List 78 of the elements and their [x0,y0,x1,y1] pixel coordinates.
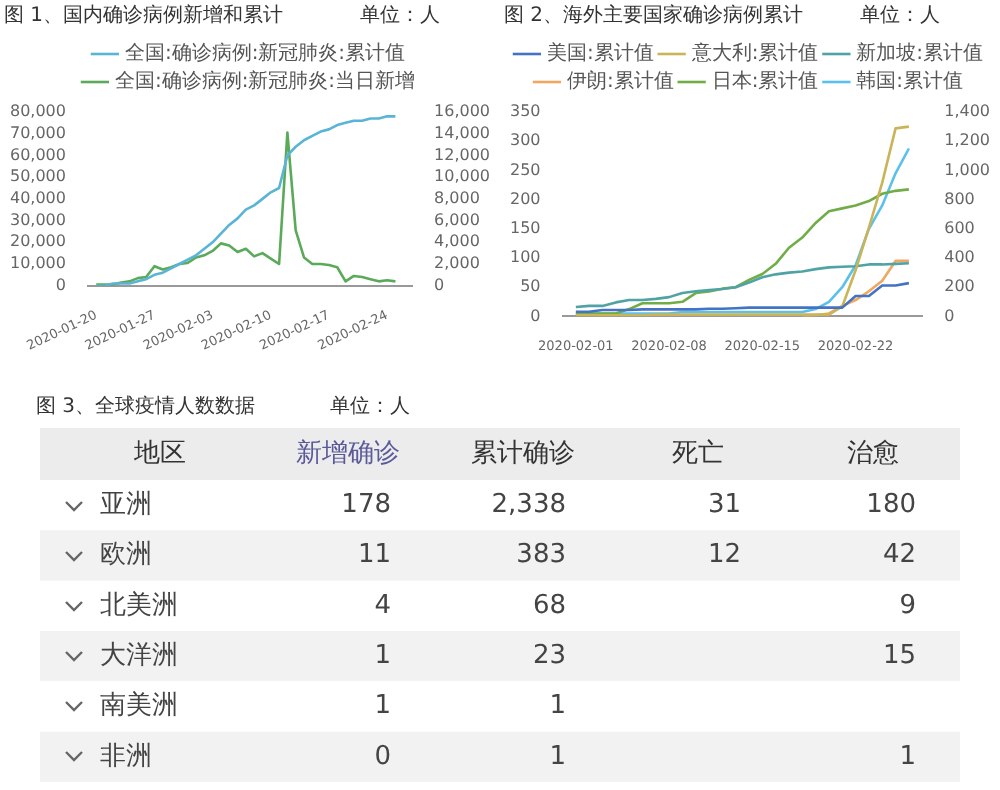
y2-tick-label: 10,000 [434,167,491,186]
data-label: 2,338 [491,489,566,520]
text: 单位：人 [860,3,940,28]
y-tick-label: 300 [509,131,541,150]
y-tick-label: 欧洲 [100,540,152,571]
y-tick-label: 0 [55,275,66,294]
y-tick-label: 南美洲 [100,689,178,722]
y-tick-label: 80,000 [9,102,66,121]
y2-tick-label: 8,000 [434,189,480,208]
data-label: 1 [374,691,391,722]
data-label: 12 [707,540,741,571]
y2-tick-label: 800 [944,189,975,208]
data-label: 11 [357,540,391,571]
chart-title: 图 1、国内确诊病例新增和累计 [4,3,284,28]
data-label: 9 [899,590,916,621]
legend-label: 全国:确诊病例:新冠肺炎:当日新增 [114,69,416,94]
x-tick-label: 累计确诊 [470,438,575,469]
y2-tick-label: 1,000 [944,160,991,179]
y2-tick-label: 1,200 [944,131,991,150]
y-tick-label: 60,000 [9,145,66,164]
legend-label: 韩国:累计值 [856,69,964,94]
text: 单位：人 [360,3,440,28]
legend-label: 美国:累计值 [546,41,654,66]
y2-tick-label: 16,000 [434,102,491,121]
y-axis-title: 地区 [132,438,186,469]
chart-title: 图 2、海外主要国家确诊病例累计 [504,3,804,28]
y-tick-label: 250 [509,160,541,179]
data-label: 1 [549,691,566,722]
x-tick-label: 治愈 [846,438,899,469]
data-label: 4 [374,590,391,621]
y-tick-label: 0 [530,306,541,325]
x-tick-label: 新增确诊 [295,438,400,469]
x-tick-label: 死亡 [671,436,724,469]
y-tick-label: 70,000 [9,123,66,142]
y-tick-label: 40,000 [9,189,66,208]
y2-tick-label: 600 [944,218,975,237]
y-tick-label: 10,000 [9,254,66,273]
text: 单位：人 [330,396,410,420]
legend-label: 全国:确诊病例:新冠肺炎:累计值 [124,41,406,66]
y-tick-label: 50 [520,277,541,296]
y2-tick-label: 0 [434,275,445,294]
data-label: 68 [532,590,566,621]
y-tick-label: 50,000 [9,167,66,186]
data-label: 0 [374,741,391,772]
y-tick-label: 100 [509,248,541,267]
data-label: 15 [882,640,916,671]
data-label: 180 [866,489,916,520]
legend-label: 意大利:累计值 [689,41,819,66]
data-label: 31 [707,489,741,520]
y-tick-label: 200 [509,189,541,208]
data-label: 1 [899,741,916,772]
y2-tick-label: 200 [944,277,975,296]
data-label: 1 [374,640,391,671]
y-tick-label: 20,000 [9,232,66,251]
y2-tick-label: 0 [944,306,955,325]
y-tick-label: 非洲 [100,741,152,772]
y-tick-label: 亚洲 [100,489,152,520]
y2-tick-label: 12,000 [434,145,491,164]
legend-label: 伊朗:累计值 [566,69,674,94]
y-tick-label: 大洋洲 [100,640,178,671]
y-tick-label: 350 [509,102,541,121]
y2-tick-label: 2,000 [434,254,480,273]
y-tick-label: 北美洲 [100,588,178,621]
chart-title: 图 3、全球疫情人数数据 [36,396,256,420]
y2-tick-label: 400 [944,248,975,267]
data-label: 42 [882,540,916,571]
data-label: 178 [341,489,391,520]
legend-label: 日本:累计值 [711,69,819,94]
y2-tick-label: 4,000 [434,232,480,251]
y2-tick-label: 1,400 [944,102,991,121]
y2-tick-label: 14,000 [434,123,491,142]
y-tick-label: 30,000 [9,210,66,229]
y2-tick-label: 6,000 [434,210,480,229]
data-label: 1 [549,741,566,772]
y-tick-label: 150 [509,218,541,237]
data-label: 23 [532,640,566,671]
legend-label: 新加坡:累计值 [856,41,984,66]
data-label: 383 [516,540,566,571]
